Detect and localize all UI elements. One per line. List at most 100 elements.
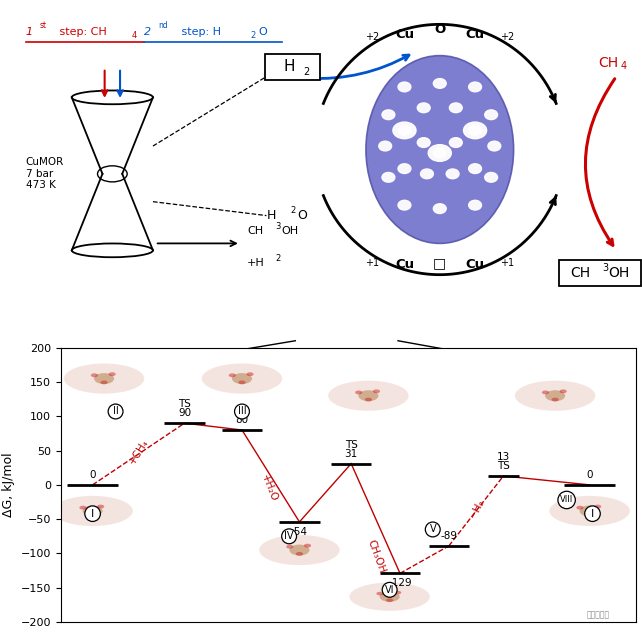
Ellipse shape [577, 506, 584, 510]
Ellipse shape [537, 397, 544, 401]
Ellipse shape [83, 505, 103, 516]
Ellipse shape [94, 373, 114, 384]
FancyBboxPatch shape [559, 260, 641, 286]
Ellipse shape [259, 535, 340, 565]
Ellipse shape [247, 372, 254, 376]
Ellipse shape [358, 390, 378, 401]
Text: 2: 2 [275, 253, 281, 262]
Ellipse shape [469, 200, 482, 210]
Text: VI: VI [385, 585, 394, 595]
Ellipse shape [542, 390, 549, 394]
Ellipse shape [446, 169, 459, 179]
Ellipse shape [428, 145, 451, 161]
Text: 13
TS: 13 TS [497, 452, 510, 471]
Ellipse shape [238, 380, 246, 384]
Text: CH: CH [247, 226, 263, 237]
Text: 2: 2 [291, 205, 296, 214]
Text: Cu: Cu [395, 28, 414, 41]
Ellipse shape [421, 169, 433, 179]
Ellipse shape [560, 389, 567, 393]
Text: 4: 4 [132, 31, 137, 40]
Ellipse shape [91, 373, 98, 377]
Ellipse shape [376, 592, 384, 595]
Ellipse shape [580, 505, 600, 516]
Ellipse shape [379, 591, 400, 602]
Text: +CH₄: +CH₄ [127, 438, 150, 466]
Text: −H₂: −H₂ [468, 498, 486, 521]
Ellipse shape [433, 148, 446, 158]
Ellipse shape [64, 364, 144, 394]
Text: 80: 80 [236, 415, 248, 425]
Ellipse shape [485, 172, 498, 182]
Text: 0: 0 [89, 470, 96, 480]
Text: step: H: step: H [178, 27, 221, 36]
Text: II: II [113, 406, 119, 417]
Text: CH₃OH: CH₃OH [365, 538, 386, 575]
Ellipse shape [469, 164, 482, 174]
Ellipse shape [53, 496, 133, 526]
Ellipse shape [104, 511, 110, 515]
Text: Cu: Cu [465, 28, 485, 41]
Ellipse shape [365, 397, 372, 401]
Ellipse shape [433, 78, 446, 88]
Text: 3: 3 [275, 222, 281, 231]
Text: 2: 2 [303, 68, 309, 77]
Ellipse shape [80, 506, 87, 510]
Text: +H: +H [247, 258, 265, 268]
Ellipse shape [351, 397, 357, 401]
Ellipse shape [282, 551, 288, 554]
Text: +2: +2 [365, 31, 379, 41]
Text: CH: CH [598, 56, 619, 70]
Ellipse shape [89, 513, 96, 517]
Ellipse shape [372, 597, 378, 601]
Ellipse shape [290, 545, 309, 556]
Text: TS
31: TS 31 [345, 440, 358, 459]
Text: 2: 2 [250, 31, 256, 40]
Ellipse shape [304, 544, 311, 547]
Ellipse shape [417, 138, 430, 147]
Ellipse shape [393, 122, 416, 138]
Ellipse shape [72, 244, 153, 257]
Text: VIII: VIII [560, 496, 573, 505]
Text: +H₂O: +H₂O [259, 473, 279, 503]
Ellipse shape [87, 380, 93, 383]
Text: Cu: Cu [395, 258, 414, 271]
Ellipse shape [394, 591, 401, 595]
Ellipse shape [328, 381, 408, 411]
Text: 2: 2 [144, 27, 152, 36]
Ellipse shape [382, 172, 395, 182]
Ellipse shape [97, 505, 104, 508]
Ellipse shape [601, 511, 607, 515]
Text: □: □ [433, 256, 446, 271]
Ellipse shape [75, 512, 82, 516]
Text: nd: nd [159, 20, 168, 29]
Y-axis label: ΔG, kJ/mol: ΔG, kJ/mol [2, 452, 15, 517]
Ellipse shape [401, 597, 408, 600]
Text: +1: +1 [365, 258, 379, 267]
Text: CH: CH [570, 266, 590, 280]
Ellipse shape [398, 164, 411, 174]
Ellipse shape [72, 91, 153, 104]
Ellipse shape [108, 372, 116, 376]
Text: 0: 0 [586, 470, 593, 480]
Ellipse shape [550, 496, 630, 526]
Text: -54: -54 [291, 527, 308, 537]
Ellipse shape [224, 380, 230, 383]
Ellipse shape [449, 138, 462, 147]
Ellipse shape [433, 204, 446, 214]
Ellipse shape [572, 512, 578, 516]
Ellipse shape [469, 126, 482, 135]
Ellipse shape [116, 379, 122, 383]
Ellipse shape [469, 82, 482, 92]
Ellipse shape [386, 598, 394, 602]
Ellipse shape [232, 373, 252, 384]
Text: -89: -89 [440, 531, 457, 541]
Ellipse shape [286, 545, 293, 549]
Text: IV: IV [284, 531, 294, 541]
Text: H: H [283, 59, 295, 74]
Ellipse shape [449, 103, 462, 113]
Ellipse shape [594, 505, 602, 508]
Ellipse shape [373, 389, 380, 393]
Text: +2: +2 [500, 31, 514, 41]
Text: step: CH: step: CH [56, 27, 107, 36]
